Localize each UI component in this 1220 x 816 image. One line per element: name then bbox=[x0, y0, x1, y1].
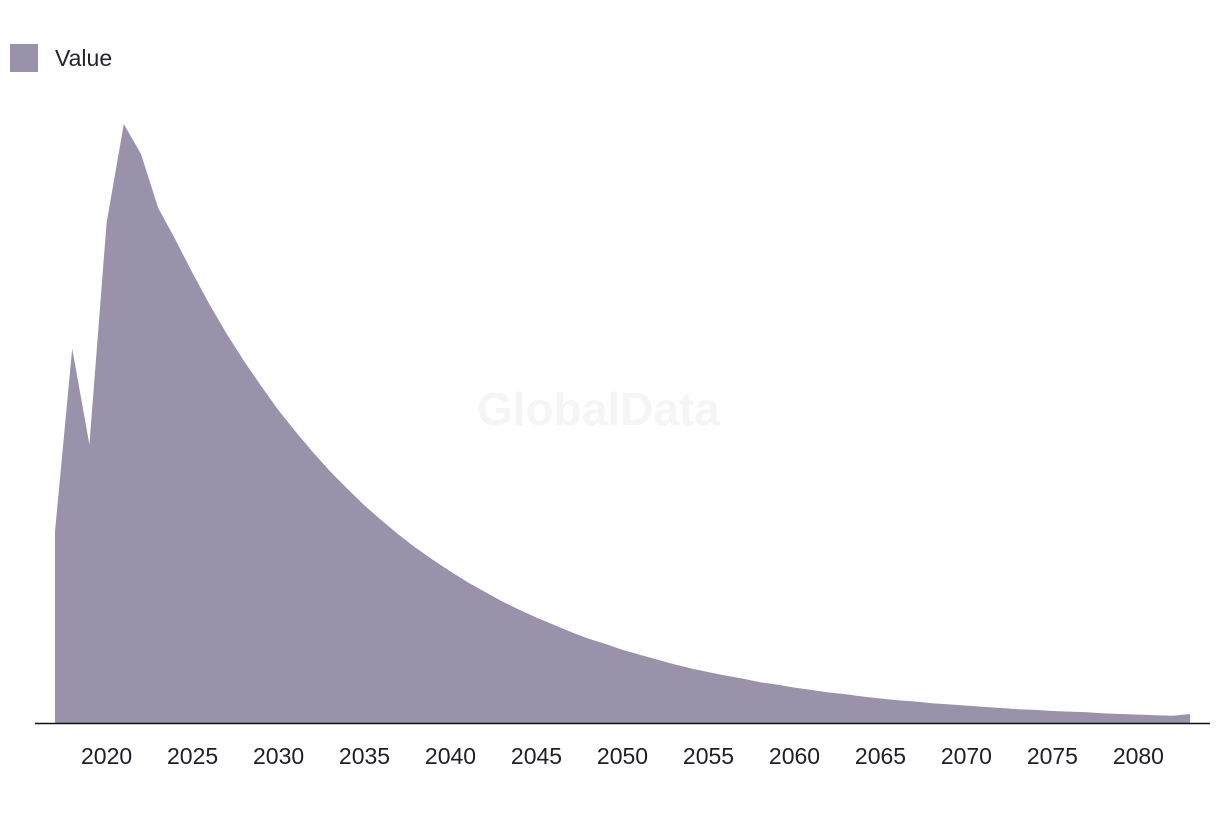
watermark: GlobalData bbox=[477, 383, 720, 435]
x-tick-label: 2040 bbox=[425, 743, 476, 769]
area-layer bbox=[55, 124, 1190, 723]
x-tick-label: 2055 bbox=[683, 743, 734, 769]
x-tick-label: 2045 bbox=[511, 743, 562, 769]
x-tick-label: 2070 bbox=[941, 743, 992, 769]
x-tick-label: 2075 bbox=[1027, 743, 1078, 769]
x-tick-labels: 2020 2025 2030 2035 2040 2045 2050 2055 2060 2065… bbox=[81, 743, 1164, 769]
x-tick-label: 2080 bbox=[1113, 743, 1164, 769]
area-series-value bbox=[55, 124, 1190, 723]
x-tick-label: 2050 bbox=[597, 743, 648, 769]
legend-swatch bbox=[10, 44, 38, 72]
x-tick-label: 2020 bbox=[81, 743, 132, 769]
legend-label: Value bbox=[55, 44, 113, 71]
x-tick-label: 2030 bbox=[253, 743, 304, 769]
legend: Value bbox=[10, 44, 112, 72]
x-tick-label: 2060 bbox=[769, 743, 820, 769]
x-tick-label: 2035 bbox=[339, 743, 390, 769]
x-tick-label: 2065 bbox=[855, 743, 906, 769]
x-tick-label: 2025 bbox=[167, 743, 218, 769]
